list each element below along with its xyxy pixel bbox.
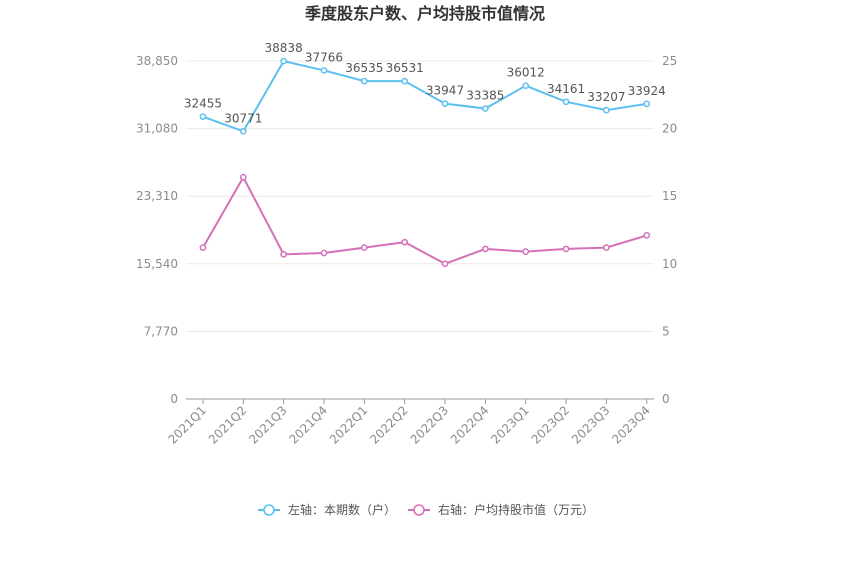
data-point[interactable] [441, 100, 449, 108]
left-tick-label: 38,850 [136, 54, 178, 68]
data-point[interactable] [320, 67, 328, 74]
left-tick-label: 0 [170, 392, 178, 406]
chart-title: 季度股东户数、户均持股市值情况 [304, 4, 545, 23]
right-tick-label: 0 [662, 392, 670, 406]
data-point[interactable] [239, 127, 247, 135]
data-label: 33385 [466, 89, 504, 103]
left-tick-label: 7,770 [144, 324, 178, 338]
x-tick-label: 2023Q3 [569, 403, 613, 447]
right-tick-label: 10 [662, 257, 677, 271]
right-axis: 0 5 10 15 20 25 [662, 54, 677, 406]
data-point[interactable] [562, 98, 570, 106]
x-tick-label: 2021Q2 [206, 403, 250, 447]
legend-marker [413, 504, 425, 516]
data-label: 33924 [628, 84, 666, 98]
legend-marker [263, 504, 275, 516]
data-point[interactable] [360, 244, 368, 251]
left-tick-label: 15,540 [136, 257, 178, 271]
right-tick-label: 5 [662, 324, 670, 338]
data-label: 36531 [386, 61, 424, 75]
data-point[interactable] [643, 232, 651, 239]
left-tick-label: 23,310 [136, 189, 178, 203]
data-label: 36535 [345, 61, 383, 75]
right-tick-label: 20 [662, 122, 677, 136]
data-point[interactable] [522, 82, 530, 90]
series-line-1 [202, 175, 648, 265]
x-axis: 2021Q12021Q22021Q32021Q42022Q12022Q22022… [165, 398, 654, 447]
data-label: 33207 [587, 90, 625, 104]
data-label: 36012 [507, 66, 545, 80]
data-point[interactable] [199, 113, 207, 120]
right-tick-label: 25 [662, 54, 677, 68]
data-point[interactable] [603, 244, 610, 251]
data-point[interactable] [643, 100, 651, 108]
x-tick-label: 2021Q1 [165, 403, 209, 447]
grid [186, 60, 654, 332]
legend-item-0[interactable]: 左轴：本期数（户） [258, 502, 396, 517]
x-tick-label: 2021Q3 [246, 403, 290, 447]
data-point[interactable] [522, 248, 530, 255]
data-point[interactable] [280, 250, 287, 258]
data-point[interactable] [603, 106, 610, 114]
x-tick-label: 2023Q4 [609, 403, 653, 447]
legend[interactable]: 左轴：本期数（户） 右轴：户均持股市值（万元） [258, 502, 594, 517]
x-tick-label: 2022Q1 [327, 403, 371, 447]
data-point[interactable] [320, 249, 328, 257]
data-point[interactable] [401, 238, 409, 246]
data-label: 37766 [305, 50, 343, 64]
data-point[interactable] [482, 105, 489, 112]
left-tick-label: 31,080 [136, 122, 178, 136]
data-label: 38838 [265, 41, 303, 55]
data-label: 33947 [426, 84, 464, 98]
left-axis: 0 7,770 15,540 23,310 31,080 38,850 [136, 54, 178, 406]
data-point[interactable] [280, 57, 287, 65]
data-point[interactable] [360, 77, 368, 85]
data-point[interactable] [199, 244, 207, 251]
data-point[interactable] [401, 77, 409, 85]
x-tick-label: 2022Q4 [448, 403, 492, 447]
x-tick-label: 2023Q2 [529, 403, 573, 447]
x-tick-label: 2021Q4 [287, 403, 331, 447]
legend-item-1[interactable]: 右轴：户均持股市值（万元） [408, 502, 594, 517]
series-line-0 [202, 59, 647, 133]
legend-label: 左轴：本期数（户） [288, 502, 396, 517]
data-label: 34161 [547, 82, 585, 96]
data-point[interactable] [239, 173, 247, 181]
legend-label: 右轴：户均持股市值（万元） [438, 502, 594, 517]
right-tick-label: 15 [662, 189, 677, 203]
data-point[interactable] [562, 245, 570, 253]
x-tick-label: 2022Q2 [367, 403, 411, 447]
data-point[interactable] [441, 260, 449, 268]
x-tick-label: 2022Q3 [408, 403, 452, 447]
data-label: 32455 [184, 97, 222, 111]
x-tick-label: 2023Q1 [488, 403, 532, 447]
data-label: 30771 [224, 111, 262, 125]
data-point[interactable] [482, 245, 489, 253]
